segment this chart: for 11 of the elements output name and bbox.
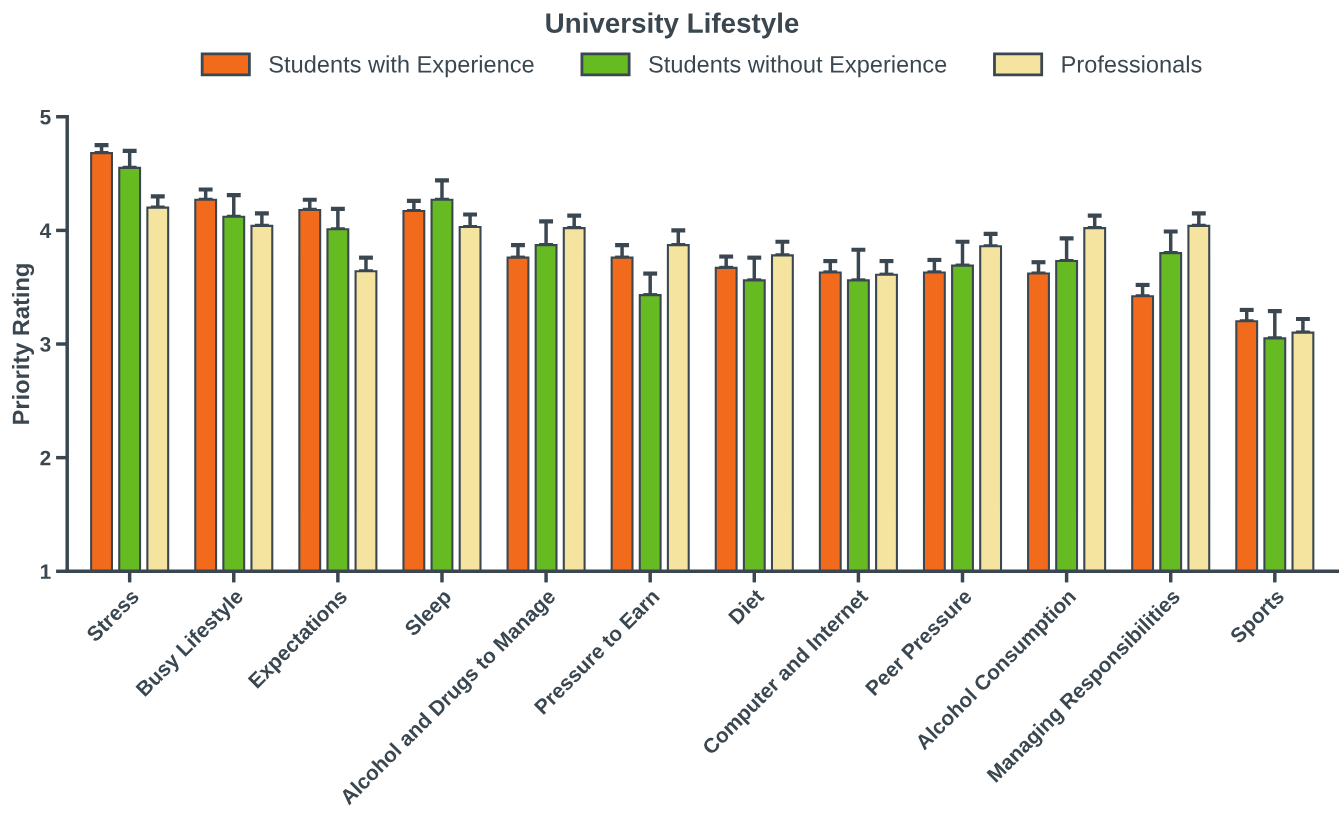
y-tick-label: 5	[40, 109, 51, 125]
y-tick-label: 3	[40, 337, 51, 352]
legend-label: Students with Experience	[269, 55, 534, 78]
x-tick-label: Diet	[727, 587, 765, 625]
chart-title: University Lifestyle	[546, 12, 799, 39]
y-tick-label: 4	[39, 223, 52, 238]
y-tick-label: 1	[40, 564, 51, 579]
y-axis-title: Priority Rating	[11, 264, 35, 424]
y-tick-label: 2	[40, 450, 51, 466]
legend-label: Students without Experience	[649, 55, 947, 78]
legend-label: Professionals	[1062, 55, 1202, 73]
